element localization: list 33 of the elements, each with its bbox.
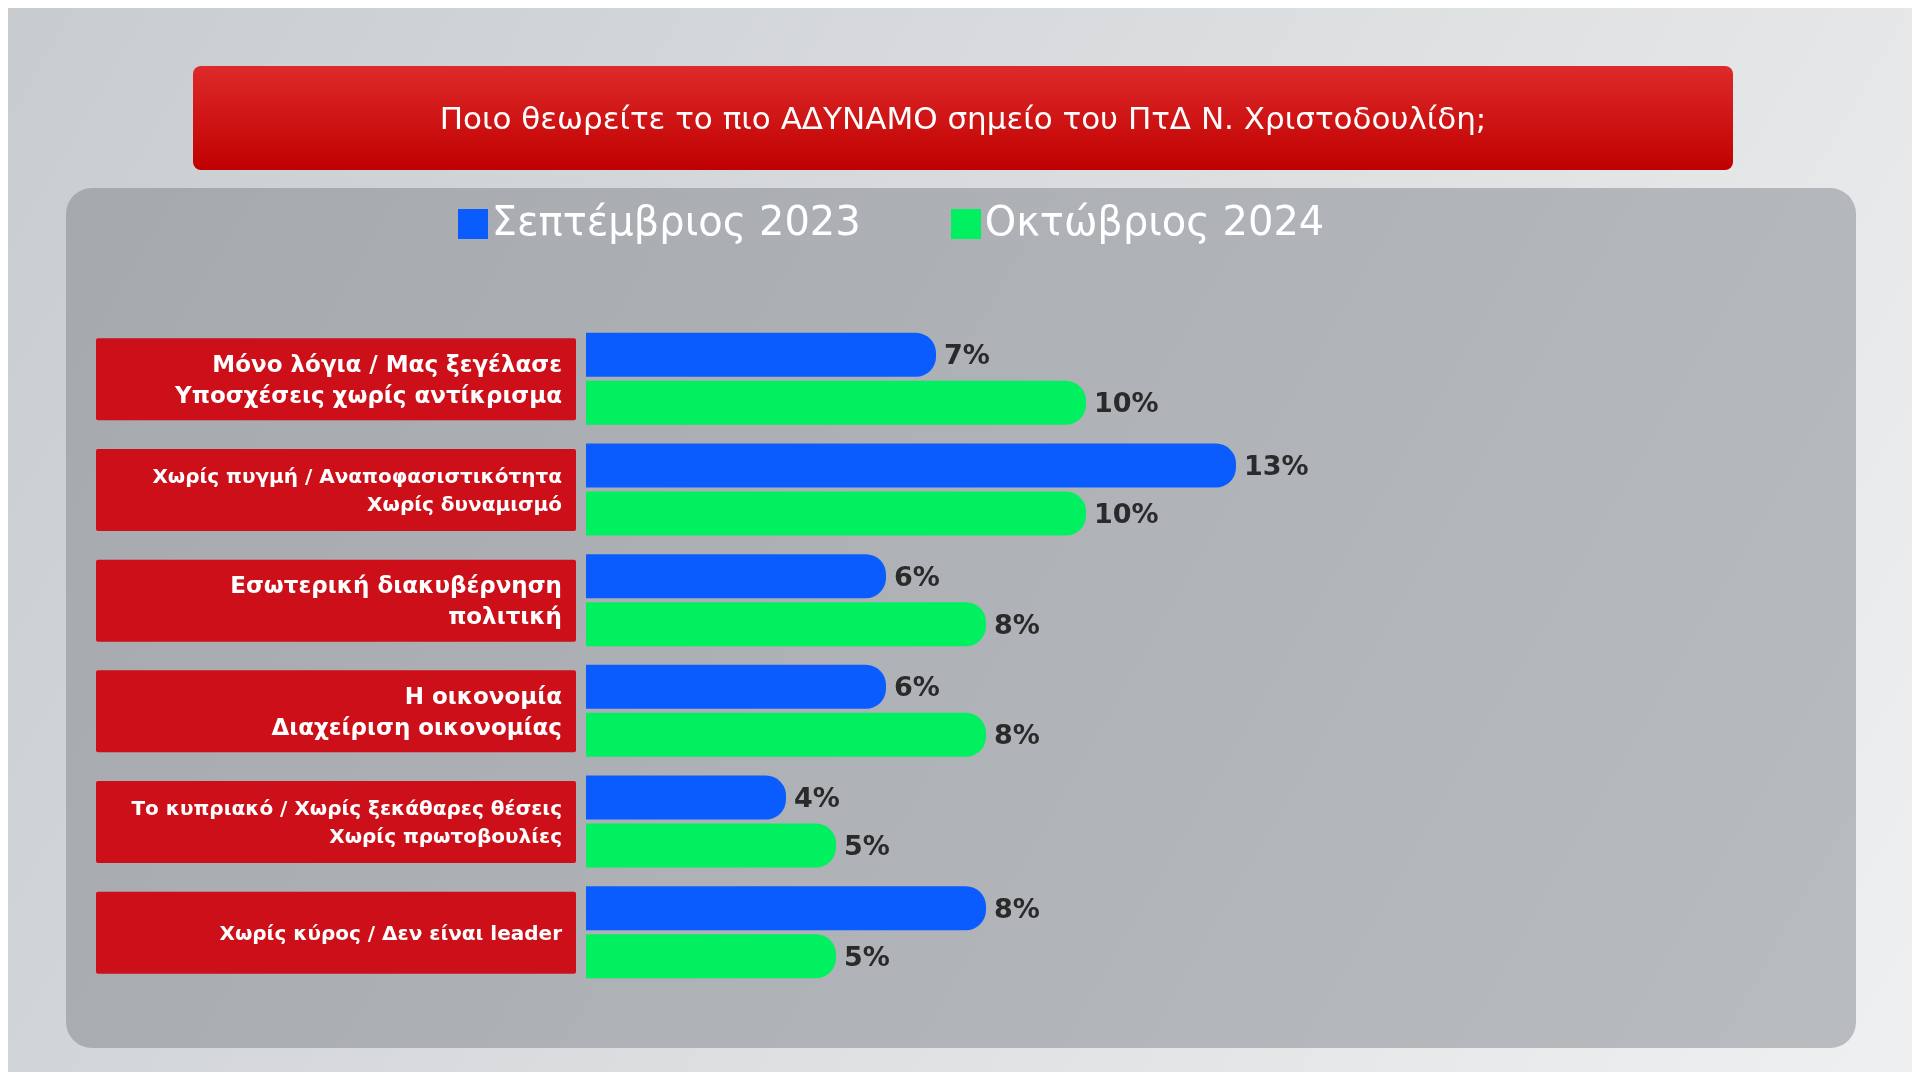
bar [586,443,1236,488]
y-tick-label: Το κυπριακό / Χωρίς ξεκάθαρες θέσεις Χωρίς πρωτοβουλίες [131,796,562,848]
y-tick-label: Εσωτερική διακυβέρνηση πολιτική [230,572,562,630]
bar [586,934,836,979]
bar [586,380,1086,425]
legend-label: Οκτώβριος 2024 [984,198,1325,244]
bar [586,712,986,757]
chart-title: Ποιο θεωρείτε το πιο ΑΔΥΝΑΜΟ σημείο του ΠτΔ Ν. Χριστοδουλίδη; [193,66,1733,170]
y-tick-label: Η οικονομία Διαχείριση οικονομίας [271,682,562,740]
bar [586,775,786,820]
data-label: 8% [994,892,1040,924]
legend-label: Σεπτέμβριος 2023 [491,198,861,244]
bar [586,602,986,647]
bar [586,554,886,599]
y-tick-label: Χωρίς πυγμή / Αναποφασιστικότητα Χωρίς δυναμισμό [152,464,562,516]
bar [586,491,1086,536]
bar [586,664,886,709]
data-label: 5% [844,830,890,862]
data-label: 6% [894,671,940,703]
bar [586,332,936,377]
data-label: 8% [994,719,1040,751]
bar [586,886,986,931]
data-label: 6% [894,560,940,592]
data-label: 5% [844,940,890,972]
data-label: 10% [1094,387,1159,419]
y-tick-label: Χωρίς κύρος / Δεν είναι leader [219,920,563,945]
y-tick-label: Μόνο λόγια / Μας ξεγέλασε Υποσχέσεις χωρίς αντίκρισμα [174,350,562,408]
bar [586,823,836,868]
data-label: 7% [944,339,990,371]
data-label: 13% [1244,450,1309,482]
data-label: 4% [794,782,840,814]
data-label: 10% [1094,498,1159,530]
data-label: 8% [994,608,1040,640]
